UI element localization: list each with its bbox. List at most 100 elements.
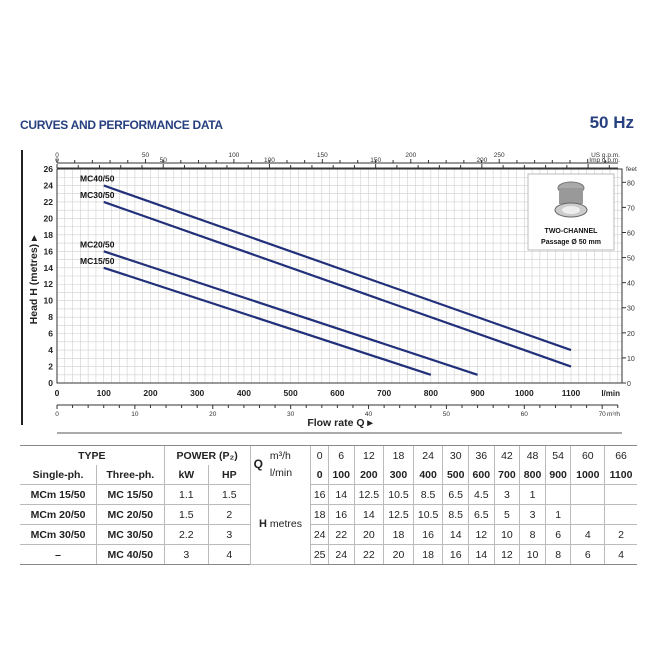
y-tick-label: 26 — [44, 164, 54, 174]
head-value: 24 — [327, 544, 355, 565]
head-value: 22 — [353, 544, 384, 565]
three-phase-model: MC 40/50 — [96, 544, 165, 565]
hp-header: HP — [208, 465, 251, 485]
head-value: 6 — [570, 544, 605, 565]
lmin-value: 0 — [310, 465, 329, 485]
m3h-value: 48 — [519, 445, 546, 465]
head-value: 12 — [493, 544, 520, 565]
axis-tick-label: 50 — [142, 152, 150, 159]
y-tick-label: 20 — [44, 213, 54, 223]
single-phase-model: – — [20, 544, 97, 565]
three-phase-header: Three-ph. — [96, 465, 165, 485]
axis-tick-label: 60 — [521, 411, 529, 418]
h-label: H — [259, 518, 267, 531]
head-value: 8.5 — [412, 484, 443, 505]
axis-tick-label: 10 — [131, 411, 139, 418]
y2-tick-label: 20 — [627, 331, 635, 338]
head-value — [570, 484, 605, 505]
x-tick-label: 900 — [470, 388, 484, 398]
y-tick-label: 16 — [44, 246, 54, 256]
section-title: CURVES AND PERFORMANCE DATA — [20, 118, 223, 132]
m3h-value: 12 — [353, 445, 384, 465]
lmin-value: 300 — [383, 465, 414, 485]
head-value — [604, 504, 637, 525]
m3h-value: 36 — [468, 445, 495, 465]
y-tick-label: 6 — [48, 329, 53, 339]
y-axis-label: Head H (metres) ▸ — [28, 235, 40, 324]
head-value: 18 — [310, 504, 329, 525]
m3h-value: 54 — [544, 445, 571, 465]
y-tick-label: 10 — [44, 296, 54, 306]
head-value: 16 — [412, 524, 443, 545]
head-value: 18 — [383, 524, 414, 545]
inset-subtitle: Passage Ø 50 mm — [541, 239, 601, 246]
head-value: 8.5 — [442, 504, 469, 525]
m3h-value: 30 — [442, 445, 469, 465]
y2-tick-label: 10 — [627, 356, 635, 363]
y2-tick-label: 30 — [627, 306, 635, 313]
power-kw: 1.5 — [163, 504, 209, 525]
m3h-value: 6 — [327, 445, 355, 465]
y2-tick-label: 80 — [627, 180, 635, 187]
type-header: TYPE — [20, 445, 165, 465]
axis-tick-label: 0 — [55, 411, 59, 418]
head-value: 5 — [493, 504, 520, 525]
head-value — [570, 504, 605, 525]
head-value: 6 — [544, 524, 571, 545]
head-value: 10.5 — [412, 504, 443, 525]
y2-tick-label: 40 — [627, 281, 635, 288]
m3h-value: 42 — [493, 445, 520, 465]
lmin-value: 800 — [519, 465, 546, 485]
y-tick-label: 8 — [48, 312, 53, 322]
axis-tick-label: 50 — [443, 411, 451, 418]
lmin-value: 700 — [493, 465, 520, 485]
head-value: 16 — [310, 484, 329, 505]
x-tick-label: 100 — [97, 388, 111, 398]
y2-tick-label: 50 — [627, 256, 635, 263]
head-value: 14 — [468, 544, 495, 565]
head-value: 25 — [310, 544, 329, 565]
y2-unit: feet — [626, 166, 637, 173]
impeller-image — [562, 206, 580, 214]
head-value: 12.5 — [383, 504, 414, 525]
head-value: 12.5 — [353, 484, 384, 505]
series-label: MC30/50 — [80, 190, 115, 200]
head-value: 4 — [570, 524, 605, 545]
axis-tick-label: 150 — [370, 157, 381, 164]
axis-unit: Imp g.p.m. — [589, 157, 620, 164]
series-line-mc40-50 — [103, 184, 572, 352]
head-value: 1 — [519, 484, 546, 505]
single-phase-model: MCm 15/50 — [20, 484, 97, 505]
x-tick-label: 1000 — [515, 388, 534, 398]
m3h-value: 66 — [604, 445, 637, 465]
x-unit: l/min — [601, 389, 620, 398]
kw-header: kW — [163, 465, 209, 485]
lmin-value: 1000 — [570, 465, 605, 485]
y2-tick-label: 60 — [627, 230, 635, 237]
m3h-label: m³/h — [269, 450, 291, 463]
power-kw: 3 — [163, 544, 209, 565]
x-tick-label: 500 — [284, 388, 298, 398]
lmin-value: 400 — [412, 465, 443, 485]
q-label: Q — [253, 457, 263, 472]
table-row: MCm 20/50 MC 20/50 1.5 2 18 16 14 12.5 10.5 8.5 6.… — [20, 504, 637, 525]
axis-tick-label: 20 — [209, 411, 217, 418]
lmin-value: 600 — [468, 465, 495, 485]
head-value: 14 — [442, 524, 469, 545]
frame-bar — [21, 150, 23, 425]
m3h-value: 18 — [383, 445, 414, 465]
axis-tick-label: 0 — [55, 152, 59, 159]
m3h-value: 60 — [570, 445, 605, 465]
series-line-mc30-50 — [103, 200, 572, 368]
power-kw: 2.2 — [163, 524, 209, 545]
axis-tick-label: 0 — [55, 157, 59, 164]
table-row: – MC 40/50 3 4 25 24 22 20 18 16 14 12 10 8 6 4 — [20, 544, 637, 565]
lmin-value: 100 — [327, 465, 355, 485]
lmin-value: 900 — [544, 465, 571, 485]
single-phase-model: MCm 20/50 — [20, 504, 97, 525]
head-value: 10 — [493, 524, 520, 545]
head-value: 14 — [353, 504, 384, 525]
three-phase-model: MC 20/50 — [96, 504, 165, 525]
head-value: 16 — [442, 544, 469, 565]
power-hp: 3 — [208, 524, 251, 545]
